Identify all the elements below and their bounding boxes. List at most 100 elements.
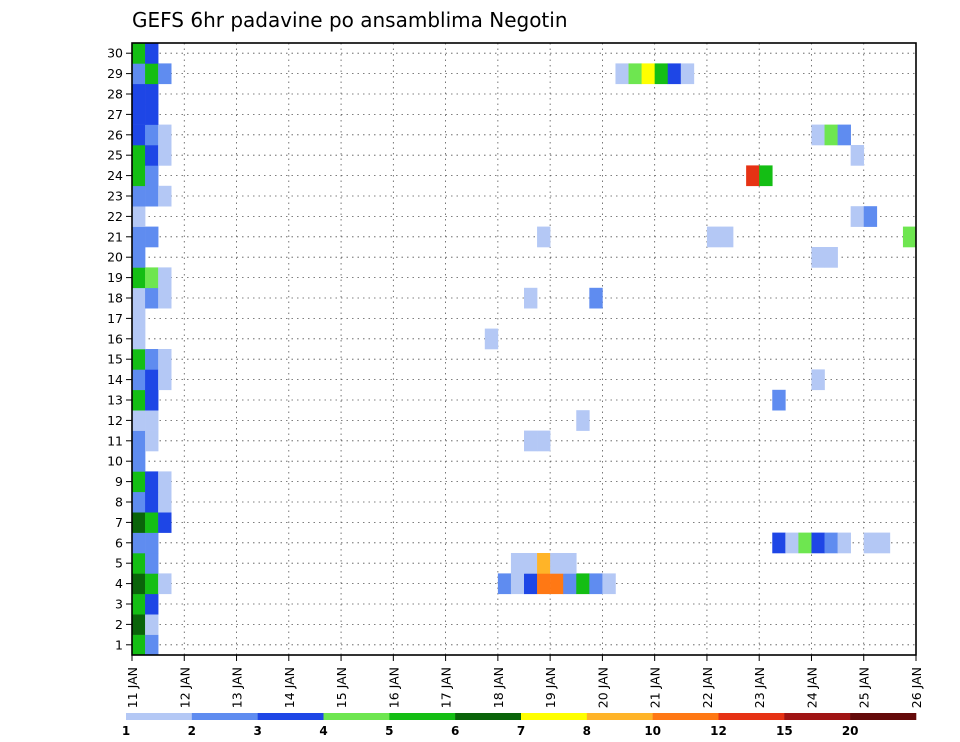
heatmap-cell (132, 165, 146, 187)
colorbar-segment (586, 713, 653, 720)
heatmap-cell (145, 410, 159, 431)
colorbar-label: 4 (319, 724, 327, 738)
heatmap-cell (132, 553, 146, 574)
heatmap-cell (537, 573, 551, 595)
heatmap-cell (132, 512, 146, 533)
heatmap-cell (145, 593, 159, 615)
heatmap-cell (811, 369, 825, 391)
y-axis: 1234567891011121314151617181920212223242… (107, 46, 132, 652)
heatmap-cell (811, 532, 825, 554)
x-tick-label: 17 JAN (439, 667, 454, 708)
heatmap-cell (720, 226, 734, 248)
heatmap-cell (132, 287, 146, 309)
y-tick-label: 12 (107, 413, 123, 428)
cells-layer (132, 43, 917, 656)
heatmap-cell (132, 471, 146, 493)
x-tick-label: 19 JAN (543, 667, 558, 708)
heatmap-cell (824, 124, 838, 146)
colorbar: 1 2 3 4 5 6 7 8 10 12 15 20 (122, 713, 917, 738)
heatmap-cell (850, 145, 865, 166)
heatmap-cell (759, 165, 773, 187)
heatmap-cell (158, 573, 172, 595)
heatmap-cell (158, 287, 172, 309)
heatmap-cell (145, 185, 159, 207)
heatmap-cell (158, 491, 172, 513)
heatmap-cell (158, 471, 172, 493)
colorbar-segment (718, 713, 785, 720)
heatmap-cell (772, 389, 786, 411)
y-tick-label: 7 (115, 515, 123, 530)
heatmap-cell (576, 410, 590, 431)
x-tick-label: 25 JAN (857, 667, 872, 708)
heatmap-cell (158, 63, 172, 85)
heatmap-cell (550, 553, 564, 574)
x-tick-label: 23 JAN (752, 667, 767, 708)
colorbar-label: 7 (517, 724, 525, 738)
heatmap-cell (537, 226, 551, 248)
colorbar-label: 1 (122, 724, 130, 738)
heatmap-cell (667, 63, 682, 85)
colorbar-segment (389, 713, 456, 720)
x-tick-label: 13 JAN (230, 667, 245, 708)
heatmap-cell (132, 206, 146, 227)
colorbar-label: 12 (710, 724, 727, 738)
heatmap-cell (746, 165, 760, 187)
heatmap-cell (132, 328, 146, 350)
heatmap-cell (145, 532, 159, 554)
heatmap-cell (158, 512, 172, 533)
heatmap-cell (824, 532, 838, 554)
colorbar-label: 6 (451, 724, 459, 738)
heatmap-cell (145, 83, 159, 105)
x-axis: 11 JAN 12 JAN 13 JAN 14 JAN 15 JAN 16 JAN 17 J… (125, 655, 924, 708)
heatmap-cell (145, 389, 159, 411)
heatmap-cell (537, 553, 551, 574)
y-tick-label: 28 (107, 87, 123, 102)
heatmap-cell (145, 124, 159, 146)
heatmap-cell (145, 369, 159, 391)
heatmap-cell (145, 349, 159, 370)
heatmap-cell (589, 573, 603, 595)
colorbar-segment (323, 713, 390, 720)
y-tick-label: 23 (107, 189, 123, 204)
heatmap-cell (145, 553, 159, 574)
y-tick-label: 20 (107, 250, 123, 265)
y-tick-label: 10 (107, 454, 123, 469)
heatmap-cell (132, 614, 146, 635)
heatmap-cell (132, 83, 146, 105)
heatmap-cell (811, 247, 825, 268)
y-tick-label: 27 (107, 107, 123, 122)
heatmap-cell (145, 43, 159, 64)
heatmap-cell (550, 573, 564, 595)
heatmap-cell (145, 104, 159, 125)
heatmap-cell (132, 389, 146, 411)
heatmap-cell (850, 206, 865, 227)
heatmap-cell (863, 206, 878, 227)
x-tick-label: 24 JAN (804, 667, 819, 708)
y-tick-label: 26 (107, 127, 123, 142)
heatmap-cell (158, 267, 172, 289)
heatmap-cell (145, 63, 159, 85)
x-tick-label: 22 JAN (700, 667, 715, 708)
chart-title: GEFS 6hr padavine po ansamblima Negotin (132, 8, 568, 32)
heatmap-cell (132, 185, 146, 207)
y-tick-label: 24 (107, 168, 123, 183)
heatmap-cell (145, 634, 159, 656)
heatmap-cell (132, 491, 146, 513)
heatmap-cell (145, 491, 159, 513)
heatmap-cell (145, 287, 159, 309)
x-tick-label: 12 JAN (177, 667, 192, 708)
x-tick-label: 18 JAN (491, 667, 506, 708)
colorbar-segment (126, 713, 193, 720)
heatmap-cell (132, 593, 146, 615)
heatmap-cell (837, 124, 851, 146)
colorbar-label: 20 (842, 724, 859, 738)
heatmap-cell (510, 553, 525, 574)
y-tick-label: 2 (115, 617, 123, 632)
y-tick-label: 4 (115, 576, 123, 591)
y-tick-label: 21 (107, 229, 123, 244)
heatmap-cell (524, 430, 538, 452)
heatmap-cell (876, 532, 891, 554)
x-tick-label: 21 JAN (648, 667, 663, 708)
y-tick-label: 3 (115, 597, 123, 612)
heatmap-cell (132, 104, 146, 125)
